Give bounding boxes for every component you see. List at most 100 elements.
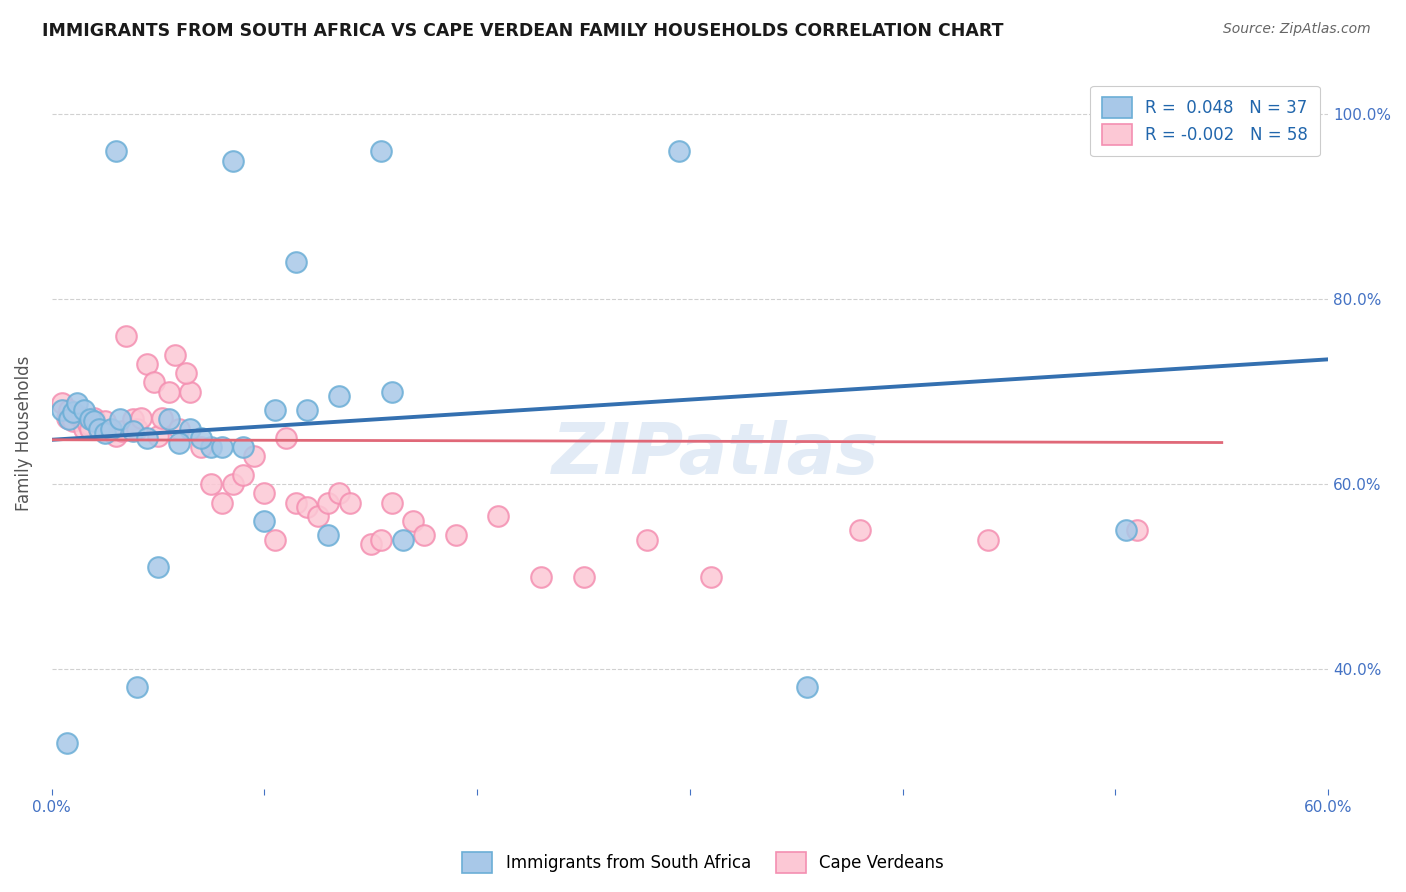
Point [285, 255, 308, 269]
Point [221, 153, 243, 168]
Point [150, 410, 173, 425]
Point [190, 431, 212, 445]
Point [232, 467, 254, 482]
Point [129, 410, 152, 425]
Point [849, 524, 872, 538]
Point [668, 145, 690, 159]
Point [73, 422, 96, 436]
Point [59, 410, 82, 425]
Point [111, 424, 134, 438]
Point [381, 495, 404, 509]
Point [190, 440, 212, 454]
Point [87, 422, 110, 436]
Point [55, 736, 77, 750]
Point [174, 366, 197, 380]
Point [179, 384, 201, 399]
Point [100, 422, 122, 436]
Point [121, 424, 143, 438]
Point [70, 410, 93, 425]
Point [79, 422, 101, 436]
Point [316, 528, 339, 542]
Point [157, 412, 180, 426]
Point [104, 145, 127, 159]
Point [142, 376, 165, 390]
Point [200, 477, 222, 491]
Text: IMMIGRANTS FROM SOUTH AFRICA VS CAPE VERDEAN FAMILY HOUSEHOLDS CORRELATION CHART: IMMIGRANTS FROM SOUTH AFRICA VS CAPE VER… [42, 22, 1004, 40]
Point [328, 389, 350, 403]
Point [530, 569, 553, 583]
Point [73, 403, 96, 417]
Point [51, 403, 73, 417]
Point [211, 495, 233, 509]
Legend: Immigrants from South Africa, Cape Verdeans: Immigrants from South Africa, Cape Verde… [456, 846, 950, 880]
Point [264, 403, 287, 417]
Point [125, 422, 148, 436]
Point [636, 533, 658, 547]
Point [125, 681, 148, 695]
Point [700, 569, 723, 583]
Point [360, 537, 382, 551]
Point [307, 509, 329, 524]
Point [62, 414, 84, 428]
Point [444, 528, 467, 542]
Point [157, 384, 180, 399]
Point [264, 533, 287, 547]
Point [1125, 524, 1147, 538]
Point [285, 495, 308, 509]
Point [108, 412, 131, 426]
Point [572, 569, 595, 583]
Point [488, 509, 510, 524]
Point [295, 500, 318, 515]
Point [165, 348, 187, 362]
Point [146, 560, 169, 574]
Point [58, 412, 80, 426]
Point [243, 450, 266, 464]
Point [179, 422, 201, 436]
Point [100, 424, 122, 438]
Point [146, 429, 169, 443]
Point [1115, 524, 1137, 538]
Point [328, 486, 350, 500]
Point [253, 486, 276, 500]
Point [62, 405, 84, 419]
Point [211, 440, 233, 454]
Point [274, 431, 297, 445]
Point [169, 422, 191, 436]
Text: Source: ZipAtlas.com: Source: ZipAtlas.com [1223, 22, 1371, 37]
Point [339, 495, 361, 509]
Point [295, 403, 318, 417]
Point [94, 414, 117, 428]
Point [977, 533, 1000, 547]
Point [66, 396, 89, 410]
Point [121, 412, 143, 426]
Point [402, 514, 425, 528]
Point [370, 145, 392, 159]
Point [66, 408, 89, 422]
Point [58, 403, 80, 417]
Point [200, 440, 222, 454]
Y-axis label: Family Households: Family Households [15, 356, 32, 511]
Point [83, 414, 105, 428]
Point [51, 396, 73, 410]
Point [316, 495, 339, 509]
Point [77, 417, 100, 431]
Point [370, 533, 392, 547]
Point [796, 681, 818, 695]
Point [94, 426, 117, 441]
Point [232, 440, 254, 454]
Point [104, 429, 127, 443]
Point [79, 412, 101, 426]
Point [136, 431, 159, 445]
Point [169, 435, 191, 450]
Legend: R =  0.048   N = 37, R = -0.002   N = 58: R = 0.048 N = 37, R = -0.002 N = 58 [1090, 86, 1320, 156]
Point [391, 533, 413, 547]
Point [83, 410, 105, 425]
Point [87, 422, 110, 436]
Point [413, 528, 436, 542]
Point [253, 514, 276, 528]
Point [221, 477, 243, 491]
Text: ZIPatlas: ZIPatlas [551, 420, 879, 489]
Point [115, 329, 138, 343]
Point [381, 384, 404, 399]
Point [55, 410, 77, 425]
